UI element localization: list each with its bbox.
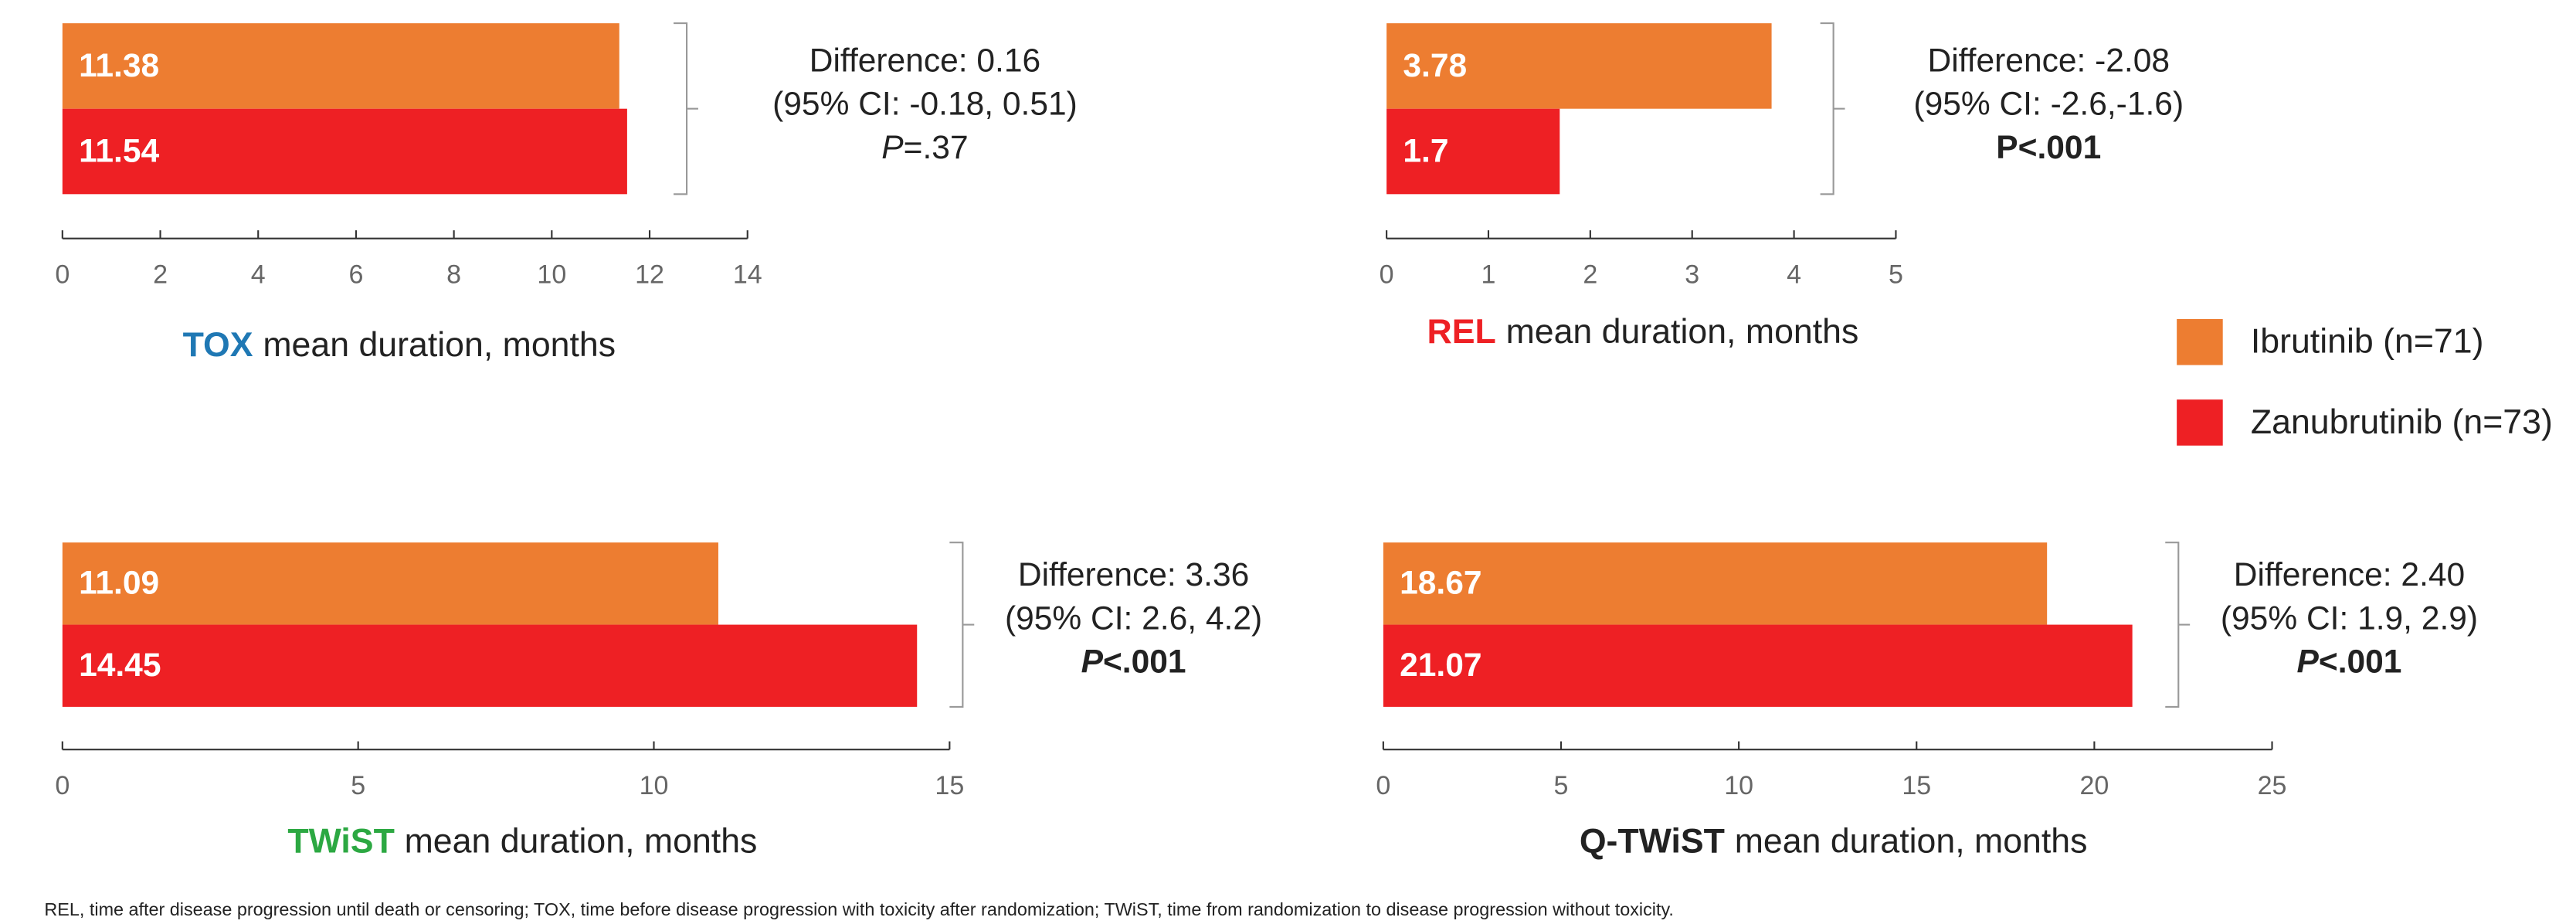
annotation: (95% CI: 2.6, 4.2)	[1005, 600, 1262, 637]
bar	[1383, 542, 2048, 625]
p-text: <.001	[1103, 644, 1186, 681]
bar-label: 3.78	[1403, 47, 1467, 84]
annotation: Difference: -2.08	[1927, 42, 2170, 79]
bar	[62, 108, 627, 195]
x-tick-label: 15	[935, 771, 964, 800]
bracket	[674, 22, 698, 195]
bar	[1386, 23, 1772, 109]
x-axis-label: REL mean duration, months	[1427, 313, 1859, 351]
bar-label: 18.67	[1400, 565, 1481, 602]
x-axis-label: Q-TWiST mean duration, months	[1580, 822, 2088, 860]
x-tick-label: 10	[1724, 771, 1753, 800]
x-tick-label: 6	[348, 260, 363, 290]
x-tick-label: 14	[733, 260, 762, 290]
x-tick-label: 2	[1583, 260, 1597, 290]
x-tick-label: 12	[635, 260, 664, 290]
p-text: =.37	[904, 129, 969, 166]
p-text: <.001	[2319, 644, 2402, 681]
x-tick-label: 4	[251, 260, 266, 290]
x-tick-label: 0	[55, 260, 70, 290]
annotation: Difference: 2.40	[2234, 556, 2465, 593]
x-label-rest: mean duration, months	[405, 822, 758, 860]
p-symbol: P	[1081, 644, 1104, 681]
p-value: P<.001	[1996, 129, 2101, 166]
bar-label: 11.09	[79, 565, 159, 602]
annotation: Difference: 3.36	[1018, 556, 1249, 593]
annotation: (95% CI: -0.18, 0.51)	[772, 86, 1078, 123]
x-tick-label: 0	[1376, 771, 1390, 800]
x-axis-label: TOX mean duration, months	[183, 326, 616, 364]
x-tick-label: 0	[55, 771, 70, 800]
bar	[62, 23, 619, 109]
bracket	[2165, 542, 2191, 708]
bar-label: 14.45	[79, 647, 161, 684]
p-symbol: P	[881, 129, 904, 166]
p-value: P=.37	[881, 129, 968, 166]
x-label-rest: mean duration, months	[1506, 313, 1859, 351]
x-label-key: TOX	[183, 326, 253, 364]
annotation: (95% CI: -2.6,-1.6)	[1913, 86, 2184, 123]
x-tick-label: 4	[1787, 260, 1801, 290]
bar-label: 21.07	[1400, 647, 1481, 684]
x-tick-label: 10	[537, 260, 566, 290]
x-tick-label: 8	[446, 260, 461, 290]
x-label-key: Q-TWiST	[1580, 822, 1725, 860]
x-label-key: TWiST	[287, 822, 395, 860]
p-symbol: P	[2297, 644, 2320, 681]
annotation: (95% CI: 1.9, 2.9)	[2221, 600, 2478, 637]
p-value: P<.001	[2297, 644, 2402, 681]
x-tick-label: 10	[640, 771, 669, 800]
bar-label: 1.7	[1403, 132, 1448, 169]
legend-label: Ibrutinib (n=71)	[2251, 323, 2484, 361]
x-tick-label: 1	[1481, 260, 1496, 290]
footnote: REL, time after disease progression unti…	[44, 899, 1673, 919]
annotation: Difference: 0.16	[809, 42, 1040, 79]
x-label-rest: mean duration, months	[263, 326, 616, 364]
x-tick-label: 2	[153, 260, 168, 290]
bar	[1386, 108, 1560, 195]
x-label-key: REL	[1427, 313, 1496, 351]
bracket	[949, 542, 975, 708]
x-tick-label: 0	[1380, 260, 1394, 290]
bar-label: 11.54	[79, 132, 159, 169]
legend-swatch	[2177, 399, 2223, 446]
p-symbol: P	[1996, 129, 2018, 166]
legend-label: Zanubrutinib (n=73)	[2251, 403, 2553, 441]
x-tick-label: 25	[2258, 771, 2287, 800]
bar	[1383, 624, 2133, 707]
x-tick-label: 3	[1685, 260, 1699, 290]
x-tick-label: 20	[2079, 771, 2109, 800]
x-axis-label: TWiST mean duration, months	[287, 822, 757, 860]
p-text: <.001	[2018, 129, 2102, 166]
bar-label: 11.38	[79, 47, 159, 84]
x-tick-label: 5	[1554, 771, 1569, 800]
bar	[62, 624, 918, 707]
bracket	[1820, 22, 1845, 195]
x-tick-label: 15	[1902, 771, 1931, 800]
legend-swatch	[2177, 318, 2223, 365]
x-label-rest: mean duration, months	[1735, 822, 2088, 860]
x-tick-label: 5	[1889, 260, 1903, 290]
x-tick-label: 5	[351, 771, 365, 800]
p-value: P<.001	[1081, 644, 1186, 681]
bar	[62, 542, 718, 625]
